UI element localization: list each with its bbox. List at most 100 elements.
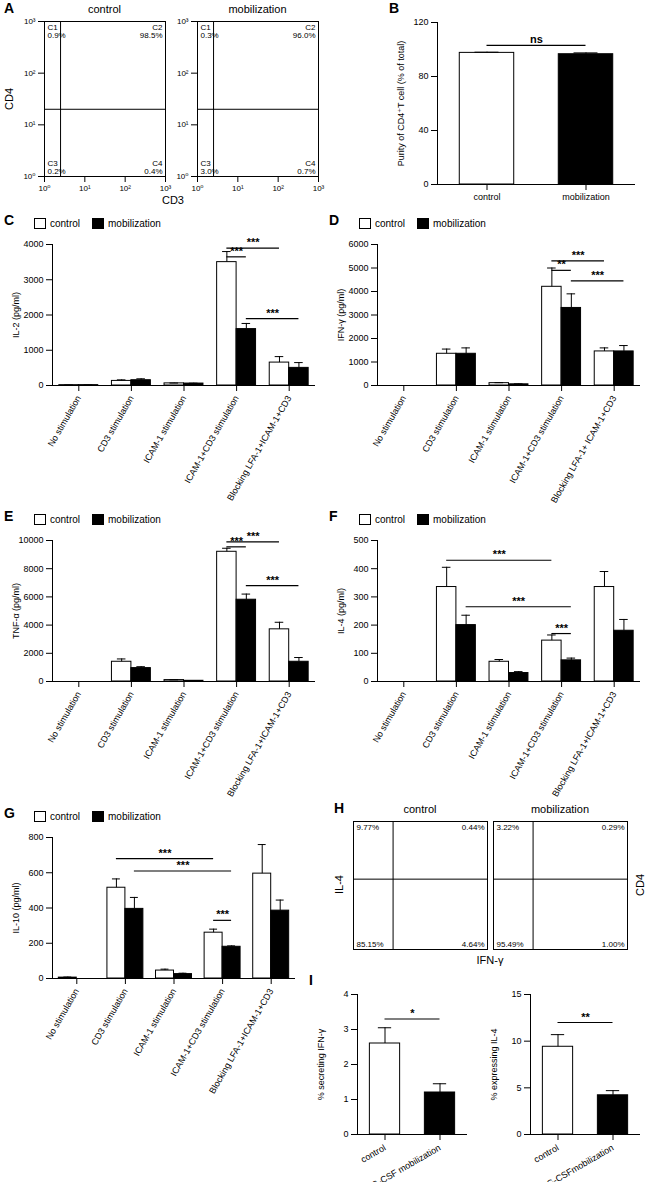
svg-text:C33.0%3: C33.0%3 <box>201 159 219 176</box>
svg-text:4.64%4.64: 4.64%4.64 <box>462 940 485 949</box>
svg-text:400: 400 <box>353 564 368 574</box>
svg-text:ICAM-1+CD3 stimulation: ICAM-1+CD3 stimulation <box>508 690 566 781</box>
svg-text:10³: 10³ <box>313 184 325 192</box>
svg-text:10¹: 10¹ <box>177 120 189 129</box>
svg-text:Blocking LFA-1+ICAM-1+CD3: Blocking LFA-1+ICAM-1+CD3 <box>225 394 293 503</box>
svg-text:10²: 10² <box>24 69 36 78</box>
svg-text:10¹: 10¹ <box>79 184 91 192</box>
svg-text:500: 500 <box>353 535 368 545</box>
svg-text:***: *** <box>512 595 526 607</box>
svg-text:ICAM-1+CD3 stimulation: ICAM-1+CD3 stimulation <box>183 690 241 781</box>
svg-text:***: *** <box>230 535 244 547</box>
svg-text:ICAM-1+CD3 stimulation: ICAM-1+CD3 stimulation <box>183 394 241 485</box>
svg-text:40: 40 <box>418 125 428 135</box>
svg-text:CD3 stimulation: CD3 stimulation <box>95 394 135 454</box>
svg-text:10²: 10² <box>272 184 284 192</box>
svg-text:**: ** <box>557 258 566 270</box>
svg-text:ICAM-1 stimulation: ICAM-1 stimulation <box>142 394 189 465</box>
svg-text:6000: 6000 <box>23 592 43 602</box>
svg-text:100: 100 <box>353 648 368 658</box>
svg-text:10²: 10² <box>119 184 131 192</box>
svg-text:4000: 4000 <box>23 239 43 249</box>
svg-text:0: 0 <box>363 676 368 686</box>
svg-text:No stimulation: No stimulation <box>46 394 83 448</box>
svg-text:0: 0 <box>516 1129 521 1139</box>
svg-text:10⁰: 10⁰ <box>191 184 203 192</box>
svg-text:No stimulation: No stimulation <box>371 394 408 448</box>
svg-text:CD3 stimulation: CD3 stimulation <box>420 394 460 454</box>
svg-text:***: *** <box>493 548 507 560</box>
svg-text:80: 80 <box>418 71 428 81</box>
svg-text:0: 0 <box>38 973 43 983</box>
svg-text:C40.4%0.4: C40.4%0.4 <box>144 159 163 176</box>
svg-text:Purity of CD4⁺T cell (% of tot: Purity of CD4⁺T cell (% of total) <box>396 41 406 167</box>
svg-text:0: 0 <box>423 179 428 189</box>
svg-text:C30.2%0.2: C30.2%0.2 <box>48 159 66 176</box>
svg-text:10²: 10² <box>177 69 189 78</box>
svg-text:ICAM-1+CD3 stimulation: ICAM-1+CD3 stimulation <box>169 987 227 1078</box>
svg-text:G-CSF mobilization: G-CSF mobilization <box>370 1143 443 1182</box>
svg-text:ICAM-1 stimulation: ICAM-1 stimulation <box>132 987 179 1058</box>
svg-text:2000: 2000 <box>348 333 368 343</box>
svg-text:0: 0 <box>38 676 43 686</box>
svg-text:control: control <box>359 1143 387 1165</box>
svg-text:400: 400 <box>28 903 43 913</box>
svg-text:IFN-γ (pg/ml): IFN-γ (pg/ml) <box>336 289 346 342</box>
svg-text:3.22%3.22: 3.22%3.22 <box>497 823 520 832</box>
svg-text:200: 200 <box>353 620 368 630</box>
svg-text:ICAM-1 stimulation: ICAM-1 stimulation <box>467 690 514 761</box>
svg-text:CD3 stimulation: CD3 stimulation <box>95 690 135 750</box>
svg-text:IL-10 (pg/ml): IL-10 (pg/ml) <box>11 882 21 933</box>
svg-text:800: 800 <box>28 832 43 842</box>
svg-text:10¹: 10¹ <box>24 120 36 129</box>
svg-text:95.49%95.49: 95.49%95.49 <box>497 940 524 949</box>
svg-text:ns: ns <box>530 33 543 45</box>
svg-text:% secreting IFN-γ: % secreting IFN-γ <box>316 1028 326 1100</box>
svg-text:1000: 1000 <box>23 345 43 355</box>
svg-text:200: 200 <box>28 938 43 948</box>
svg-text:CD3 stimulation: CD3 stimulation <box>89 987 129 1047</box>
svg-text:2000: 2000 <box>23 310 43 320</box>
svg-text:Blocking LFA-1+ ICAM-1+CD3: Blocking LFA-1+ ICAM-1+CD3 <box>549 394 619 505</box>
svg-text:4000: 4000 <box>348 286 368 296</box>
svg-text:4000: 4000 <box>23 620 43 630</box>
svg-text:No stimulation: No stimulation <box>44 987 81 1041</box>
svg-text:1.00%1: 1.00%1 <box>602 940 625 949</box>
svg-text:Blocking LFA-1+ICAM-1+CD3: Blocking LFA-1+ICAM-1+CD3 <box>550 690 618 799</box>
svg-text:ICAM-1+CD3 stimulation: ICAM-1+CD3 stimulation <box>508 394 566 485</box>
svg-text:3: 3 <box>343 1024 348 1034</box>
svg-text:***: *** <box>555 622 569 634</box>
svg-text:10000: 10000 <box>18 535 43 545</box>
svg-text:10: 10 <box>511 1036 521 1046</box>
svg-text:9.77%9.77: 9.77%9.77 <box>357 823 380 832</box>
svg-text:C296.0%96: C296.0%96 <box>293 23 316 40</box>
svg-text:***: *** <box>230 245 244 257</box>
svg-text:15: 15 <box>511 989 521 999</box>
svg-text:10³: 10³ <box>24 18 36 26</box>
svg-text:IL-4 (pg/ml): IL-4 (pg/ml) <box>336 588 346 634</box>
svg-text:600: 600 <box>28 868 43 878</box>
svg-text:% expressing IL-4: % expressing IL-4 <box>489 1028 499 1100</box>
svg-text:C10.9%0.9: C10.9%0.9 <box>48 23 66 40</box>
svg-text:*: * <box>410 1007 415 1019</box>
svg-text:control: control <box>473 192 500 202</box>
svg-text:***: *** <box>266 574 280 586</box>
svg-text:10⁰: 10⁰ <box>23 172 35 181</box>
svg-text:10⁰: 10⁰ <box>176 172 188 181</box>
svg-text:10⁰: 10⁰ <box>38 184 50 192</box>
svg-text:1000: 1000 <box>348 357 368 367</box>
svg-text:***: *** <box>591 269 605 281</box>
svg-text:3000: 3000 <box>23 275 43 285</box>
svg-text:***: *** <box>572 249 586 261</box>
svg-text:300: 300 <box>353 592 368 602</box>
svg-text:6000: 6000 <box>348 239 368 249</box>
svg-text:0.44%0.44: 0.44%0.44 <box>462 823 485 832</box>
svg-text:mobilization: mobilization <box>562 192 610 202</box>
svg-text:***: *** <box>247 236 261 248</box>
svg-text:8000: 8000 <box>23 564 43 574</box>
svg-text:No stimulation: No stimulation <box>371 690 408 744</box>
svg-text:No stimulation: No stimulation <box>46 690 83 744</box>
svg-text:120: 120 <box>413 17 428 27</box>
svg-text:**: ** <box>581 1011 590 1023</box>
svg-text:0.29%0.29: 0.29%0.29 <box>602 823 625 832</box>
